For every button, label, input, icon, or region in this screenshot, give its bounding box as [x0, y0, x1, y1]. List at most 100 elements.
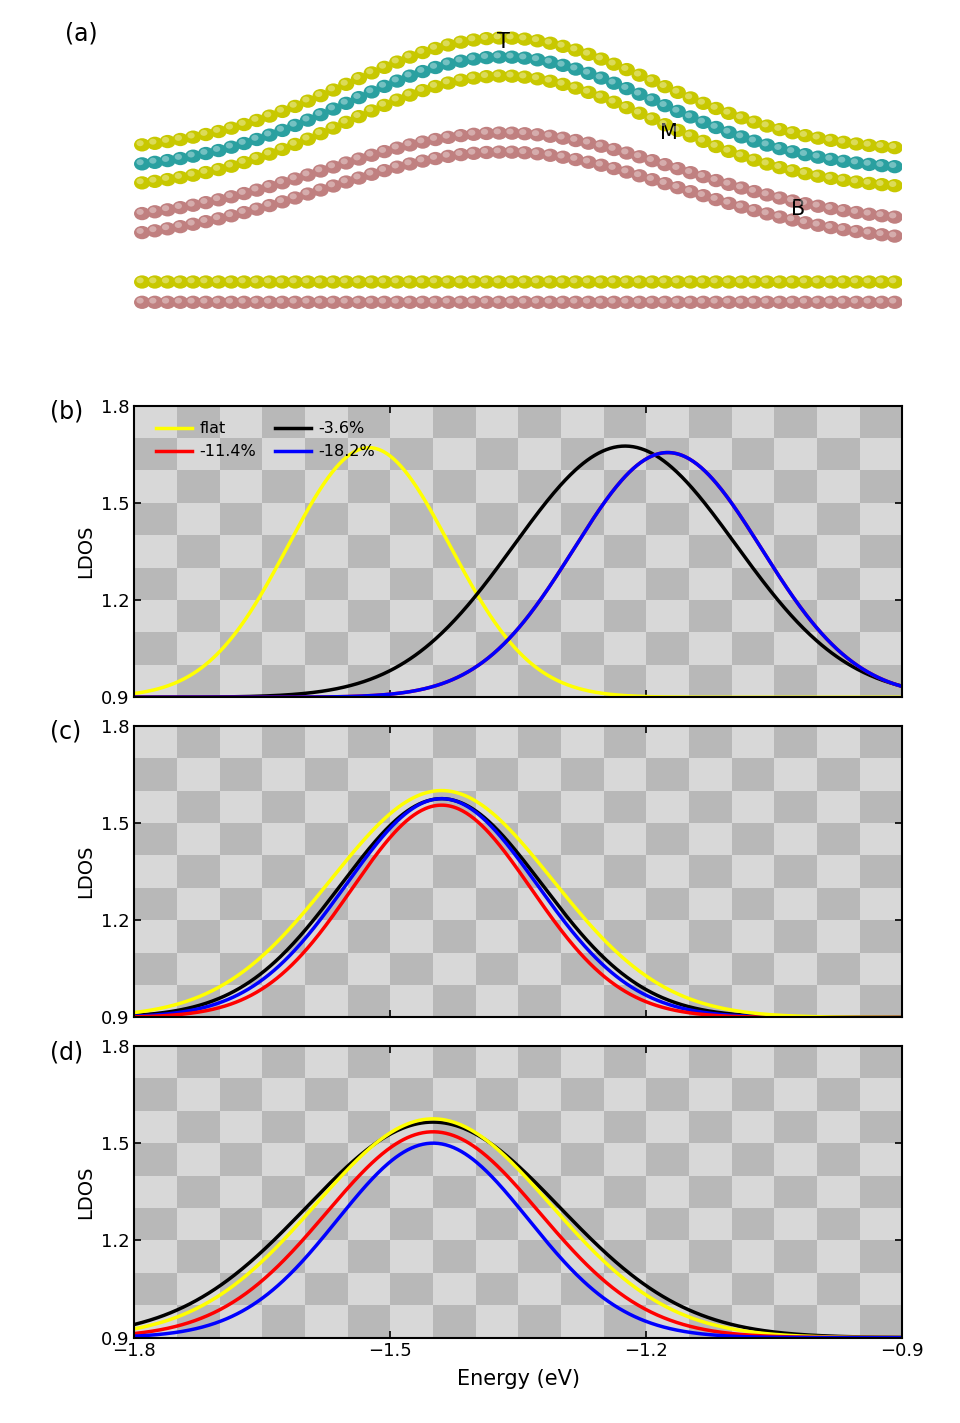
- Bar: [604, 1046, 646, 1079]
- Bar: [775, 1046, 817, 1079]
- Bar: [775, 985, 817, 1017]
- Bar: [220, 1046, 262, 1079]
- Circle shape: [478, 51, 494, 64]
- Circle shape: [530, 34, 545, 47]
- Circle shape: [338, 78, 354, 91]
- Circle shape: [172, 132, 188, 147]
- Bar: [604, 1143, 646, 1175]
- Bar: [433, 791, 476, 822]
- Circle shape: [338, 115, 354, 129]
- Bar: [689, 1046, 732, 1079]
- Circle shape: [555, 276, 571, 289]
- Bar: [476, 952, 518, 985]
- Circle shape: [619, 296, 635, 309]
- Bar: [391, 471, 433, 502]
- Bar: [220, 726, 262, 758]
- Circle shape: [772, 161, 788, 174]
- Circle shape: [644, 154, 660, 168]
- Circle shape: [481, 34, 488, 40]
- Bar: [391, 758, 433, 791]
- Circle shape: [415, 135, 431, 149]
- Circle shape: [810, 169, 827, 182]
- Circle shape: [302, 115, 309, 121]
- Circle shape: [353, 277, 361, 283]
- Bar: [646, 632, 689, 665]
- Bar: [391, 1305, 433, 1338]
- Bar: [305, 1079, 348, 1111]
- Circle shape: [430, 63, 437, 68]
- Circle shape: [136, 297, 144, 303]
- Bar: [860, 471, 902, 502]
- Bar: [860, 791, 902, 822]
- Circle shape: [404, 277, 412, 283]
- Bar: [860, 888, 902, 921]
- Bar: [433, 471, 476, 502]
- Circle shape: [455, 131, 463, 137]
- Circle shape: [504, 145, 520, 159]
- Bar: [476, 601, 518, 632]
- Circle shape: [404, 53, 412, 58]
- Circle shape: [325, 179, 342, 192]
- Bar: [391, 601, 433, 632]
- Circle shape: [838, 138, 846, 144]
- Circle shape: [392, 277, 398, 283]
- Bar: [518, 665, 561, 697]
- Circle shape: [772, 192, 788, 205]
- Bar: [348, 888, 391, 921]
- Circle shape: [670, 181, 686, 195]
- Circle shape: [826, 223, 832, 229]
- Circle shape: [595, 161, 603, 166]
- Circle shape: [619, 83, 635, 95]
- Circle shape: [224, 276, 239, 289]
- Bar: [134, 601, 177, 632]
- Bar: [860, 822, 902, 855]
- Bar: [262, 568, 305, 601]
- Circle shape: [672, 125, 680, 132]
- Circle shape: [812, 172, 820, 178]
- Circle shape: [619, 276, 635, 289]
- Circle shape: [532, 129, 540, 137]
- Circle shape: [593, 276, 610, 289]
- Circle shape: [249, 296, 265, 309]
- Bar: [391, 791, 433, 822]
- Circle shape: [634, 297, 641, 303]
- Bar: [220, 758, 262, 791]
- Circle shape: [558, 297, 564, 303]
- Bar: [391, 952, 433, 985]
- Bar: [177, 952, 220, 985]
- Circle shape: [198, 166, 214, 179]
- Circle shape: [261, 128, 277, 142]
- Circle shape: [350, 91, 367, 104]
- Bar: [476, 1111, 518, 1143]
- Bar: [134, 438, 177, 471]
- Bar: [305, 1272, 348, 1305]
- Circle shape: [660, 277, 666, 283]
- Circle shape: [149, 277, 156, 283]
- Circle shape: [290, 297, 297, 303]
- Circle shape: [427, 276, 444, 289]
- Circle shape: [644, 74, 660, 88]
- Circle shape: [315, 129, 323, 135]
- Bar: [561, 921, 604, 952]
- Circle shape: [264, 149, 272, 155]
- Bar: [817, 822, 860, 855]
- Bar: [689, 1143, 732, 1175]
- Bar: [220, 438, 262, 471]
- Bar: [220, 632, 262, 665]
- Circle shape: [353, 74, 361, 80]
- Circle shape: [441, 77, 456, 90]
- Bar: [177, 471, 220, 502]
- Circle shape: [581, 137, 596, 149]
- Bar: [518, 855, 561, 888]
- Circle shape: [710, 277, 718, 283]
- Bar: [348, 822, 391, 855]
- Bar: [817, 1111, 860, 1143]
- Circle shape: [453, 54, 469, 68]
- Circle shape: [236, 157, 252, 169]
- Circle shape: [609, 164, 615, 169]
- Circle shape: [609, 78, 615, 84]
- Circle shape: [313, 165, 328, 178]
- Circle shape: [185, 296, 202, 309]
- Circle shape: [353, 155, 361, 161]
- Circle shape: [581, 155, 596, 169]
